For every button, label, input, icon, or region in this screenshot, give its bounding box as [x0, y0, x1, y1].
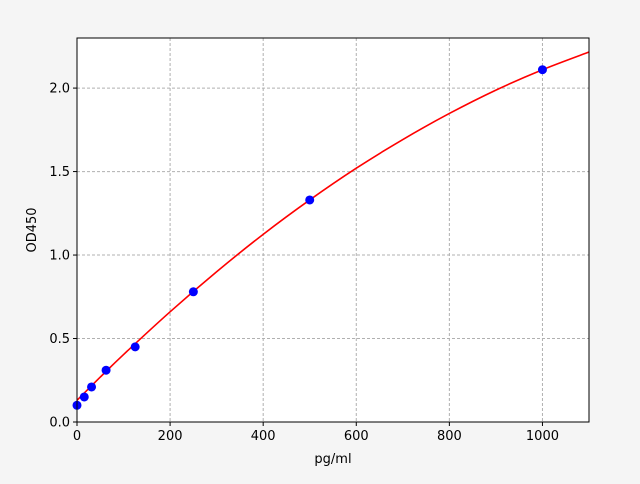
- x-tick-label: 200: [158, 429, 183, 444]
- x-tick-label: 1000: [526, 429, 559, 444]
- y-axis-label: OD450: [25, 207, 40, 252]
- data-point: [79, 392, 89, 402]
- y-tick-label: 0.5: [49, 332, 70, 347]
- x-tick-label: 800: [437, 429, 462, 444]
- x-axis-label: pg/ml: [314, 452, 351, 467]
- x-tick-label: 400: [251, 429, 276, 444]
- data-point: [188, 287, 198, 297]
- x-tick-label: 600: [344, 429, 369, 444]
- data-point: [87, 382, 97, 392]
- plot-area: [77, 38, 589, 422]
- data-point: [130, 342, 140, 352]
- y-tick-label: 1.0: [49, 249, 70, 264]
- data-point: [305, 195, 315, 205]
- data-point: [537, 65, 547, 75]
- y-tick-label: 2.0: [49, 82, 70, 97]
- x-tick-label: 0: [73, 429, 81, 444]
- y-tick-label: 0.0: [49, 416, 70, 431]
- ticks: 0 200 400 600 800 1000 0.0 0.5 1.0 1.5 2.0: [49, 82, 559, 444]
- y-tick-label: 1.5: [49, 165, 70, 180]
- data-point: [101, 365, 111, 375]
- plot-content: [72, 51, 590, 410]
- plot-frame: [76, 37, 590, 423]
